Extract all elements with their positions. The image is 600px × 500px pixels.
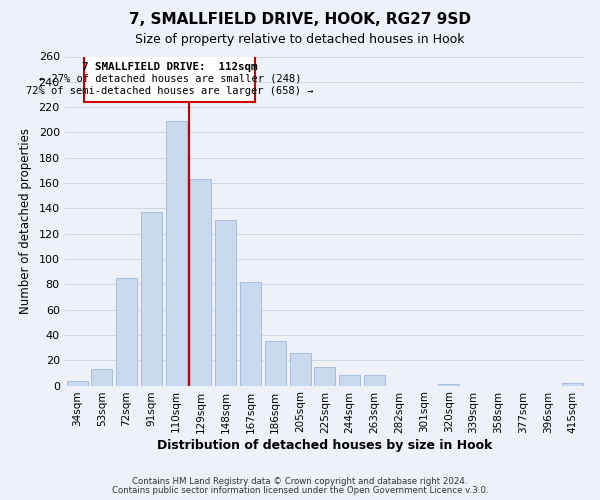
Bar bbox=[314, 366, 335, 386]
X-axis label: Distribution of detached houses by size in Hook: Distribution of detached houses by size … bbox=[157, 440, 493, 452]
FancyBboxPatch shape bbox=[85, 55, 256, 102]
Bar bbox=[562, 383, 583, 386]
Bar bbox=[116, 278, 137, 386]
Bar bbox=[339, 376, 360, 386]
Bar bbox=[67, 380, 88, 386]
Bar bbox=[364, 376, 385, 386]
Text: 72% of semi-detached houses are larger (658) →: 72% of semi-detached houses are larger (… bbox=[26, 86, 314, 96]
Text: ← 27% of detached houses are smaller (248): ← 27% of detached houses are smaller (24… bbox=[39, 73, 301, 83]
Text: Size of property relative to detached houses in Hook: Size of property relative to detached ho… bbox=[135, 32, 465, 46]
Bar bbox=[265, 342, 286, 386]
Bar bbox=[290, 352, 311, 386]
Bar bbox=[91, 369, 112, 386]
Text: 7 SMALLFIELD DRIVE:  112sqm: 7 SMALLFIELD DRIVE: 112sqm bbox=[82, 62, 258, 72]
Text: Contains HM Land Registry data © Crown copyright and database right 2024.: Contains HM Land Registry data © Crown c… bbox=[132, 477, 468, 486]
Bar bbox=[215, 220, 236, 386]
Bar bbox=[141, 212, 162, 386]
Bar bbox=[190, 180, 211, 386]
Text: 7, SMALLFIELD DRIVE, HOOK, RG27 9SD: 7, SMALLFIELD DRIVE, HOOK, RG27 9SD bbox=[129, 12, 471, 28]
Text: Contains public sector information licensed under the Open Government Licence v.: Contains public sector information licen… bbox=[112, 486, 488, 495]
Bar bbox=[166, 121, 187, 386]
Y-axis label: Number of detached properties: Number of detached properties bbox=[19, 128, 32, 314]
Bar bbox=[240, 282, 261, 386]
Bar bbox=[438, 384, 459, 386]
